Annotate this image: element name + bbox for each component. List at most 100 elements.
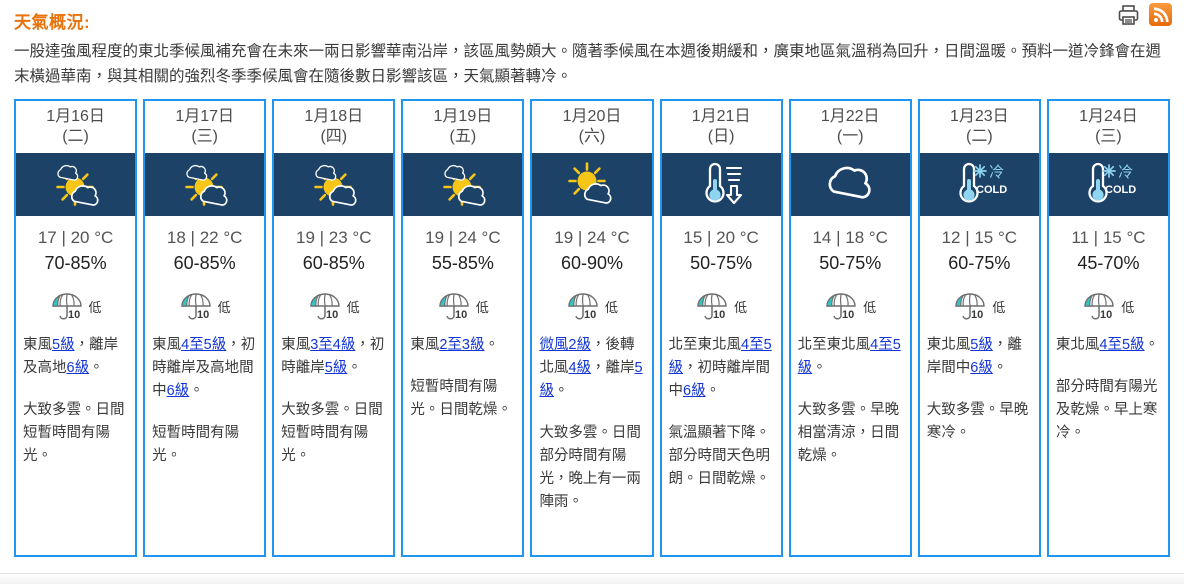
- wind-force-link[interactable]: 5級: [324, 360, 348, 376]
- rain-probability-label: 低: [734, 299, 748, 315]
- day-forecast-card: 1月21日 (日) 15 | 20 °C 50-75% 10 低北至東北風4至5級，初時離…: [659, 99, 783, 557]
- wind-text: 。: [189, 383, 204, 399]
- sky-description: 大致多雲。早晚相當清涼，日間乾燥。: [797, 402, 900, 464]
- umbrella-icon: 10: [308, 290, 342, 322]
- sun-behind-two-clouds-icon: [174, 157, 236, 213]
- temperature-range: 18 | 22 °C: [166, 228, 243, 247]
- rain-probability-label: 低: [88, 299, 102, 315]
- wind-force-link[interactable]: 6級: [683, 383, 706, 399]
- rain-probability-row: 10 低: [662, 274, 781, 324]
- rain-probability-row: 10 低: [791, 274, 910, 324]
- card-day-of-week: (二): [965, 128, 993, 145]
- umbrella-icon: 10: [953, 290, 987, 322]
- rain-probability-label: 低: [475, 299, 489, 315]
- forecast-description: 東北風5級，離岸間中6級。 大致多雲。早晚寒冷。: [920, 324, 1039, 555]
- forecast-description: 東風3至4級，初時離岸5級。 大致多雲。日間短暫時間有陽光。: [274, 324, 393, 555]
- sky-description: 大致多雲。日間短暫時間有陽光。: [281, 402, 383, 464]
- wind-force-link[interactable]: 6級: [66, 360, 90, 376]
- card-date-value: 1月20日: [562, 108, 622, 125]
- rain-probability-label: 低: [217, 299, 231, 315]
- wind-force-link[interactable]: 4至5級: [181, 337, 227, 353]
- card-day-of-week: (日): [707, 128, 735, 145]
- wind-text: ，離岸間中: [926, 337, 1022, 376]
- nine-day-forecast-strip: 1月16日 (二) 17 | 20 °C 70-85% 10 低東風5級，離岸及高地6級。…: [0, 89, 1184, 557]
- card-date: 1月16日 (二): [16, 101, 135, 153]
- wind-force-link[interactable]: 4至5級: [668, 337, 772, 376]
- sky-description: 大致多雲。日間部分時間有陽光，晚上有一兩陣雨。: [539, 425, 641, 510]
- bottom-divider: [0, 573, 1184, 584]
- tool-icon-group: [1117, 3, 1172, 26]
- card-date: 1月18日 (四): [274, 101, 393, 153]
- day-forecast-card: 1月22日 (一) 14 | 18 °C 50-75% 10 低北至東北風4至5級。 大致多…: [788, 99, 912, 557]
- wind-text: 東北風: [926, 337, 971, 353]
- wind-force-link[interactable]: 5級: [52, 337, 75, 353]
- thermometer-cold-icon: 冷 COLD: [948, 157, 1010, 213]
- sun-behind-two-clouds-icon: [432, 157, 494, 213]
- sun-behind-two-clouds-icon: [45, 157, 107, 213]
- wind-text: ，初時離岸間中: [668, 360, 771, 399]
- wind-force-link[interactable]: 6級: [970, 360, 993, 376]
- wind-text: ，初時離岸: [281, 337, 385, 376]
- card-date-value: 1月17日: [175, 108, 235, 125]
- forecast-description: 東風2至3級。 短暫時間有陽光。日間乾燥。: [403, 324, 522, 555]
- temperature-range: 19 | 24 °C: [425, 228, 501, 247]
- svg-text:10: 10: [713, 309, 725, 321]
- weather-icon-band: [532, 153, 652, 216]
- wind-text: 北至東北風: [668, 337, 742, 353]
- svg-text:冷: 冷: [1118, 163, 1133, 181]
- umbrella-icon: 10: [566, 290, 600, 322]
- printer-icon[interactable]: [1117, 4, 1140, 26]
- wind-force-link[interactable]: 5級: [539, 360, 643, 399]
- wind-text: 東風: [410, 337, 440, 353]
- wind-force-link[interactable]: 4至5級: [1099, 337, 1145, 353]
- wind-text: 東北風: [1055, 337, 1100, 353]
- card-date-value: 1月18日: [304, 108, 364, 125]
- wind-text: ，離岸: [591, 360, 635, 376]
- card-date-value: 1月16日: [46, 108, 105, 125]
- humidity-range: 70-85%: [44, 253, 107, 273]
- forecast-description: 北至東北風4至5級，初時離岸間中6級。 氣溫顯著下降。部分時間天色明朗。日間乾燥。: [662, 324, 781, 555]
- sun-behind-two-clouds-icon: [303, 157, 365, 213]
- wind-text: 。: [1144, 337, 1160, 353]
- humidity-range: 60-75%: [948, 253, 1011, 273]
- svg-text:10: 10: [197, 309, 209, 321]
- rain-probability-label: 低: [604, 299, 618, 315]
- day-forecast-card: 1月23日 (二) 冷 COLD 12 | 15 °C 60-75% 10 低東北風5級，離岸…: [917, 99, 1041, 557]
- humidity-range: 45-70%: [1077, 253, 1140, 273]
- wind-force-link[interactable]: 6級: [166, 383, 190, 399]
- day-forecast-card: 1月18日 (四) 19 | 23 °C 60-85% 10 低東風3至4級，初時離岸5級…: [272, 99, 396, 557]
- temperature-range: 17 | 20 °C: [37, 228, 114, 247]
- weather-icon-band: [661, 153, 781, 216]
- rain-probability-label: 低: [992, 299, 1006, 315]
- weather-icon-band: [403, 153, 523, 216]
- wind-description: 北至東北風4至5級。: [798, 334, 903, 380]
- wind-force-link[interactable]: 4至5級: [797, 337, 901, 376]
- card-day-of-week: (一): [836, 128, 864, 145]
- svg-text:10: 10: [68, 309, 80, 321]
- wind-force-link[interactable]: 5級: [970, 337, 993, 353]
- wind-text: ，後轉北風: [539, 337, 635, 376]
- day-forecast-card: 1月24日 (三) 冷 COLD 11 | 15 °C 45-70% 10 低東北風4至5級。…: [1046, 99, 1170, 557]
- temperature-range: 14 | 18 °C: [812, 228, 888, 247]
- card-day-of-week: (二): [62, 128, 89, 145]
- sky-description: 部分時間有陽光及乾燥。早上寒冷。: [1055, 379, 1158, 441]
- wind-force-link[interactable]: 4級: [568, 360, 592, 376]
- temperature-range: 11 | 15 °C: [1071, 228, 1146, 247]
- card-date-value: 1月23日: [949, 108, 1009, 125]
- rss-feed-icon[interactable]: [1149, 3, 1172, 26]
- wind-force-link[interactable]: 2至3級: [439, 337, 485, 353]
- umbrella-icon: 10: [437, 290, 471, 322]
- wind-force-link[interactable]: 微風2級: [539, 337, 592, 353]
- temperature-range: 15 | 20 °C: [683, 228, 759, 247]
- card-date: 1月22日 (一): [791, 101, 910, 153]
- rain-probability-row: 10 低: [532, 274, 651, 324]
- wind-text: 北至東北風: [797, 337, 871, 353]
- umbrella-icon: 10: [824, 290, 858, 322]
- card-date-value: 1月21日: [691, 108, 751, 125]
- wind-text: 東風: [23, 337, 52, 353]
- card-date: 1月17日 (三): [145, 101, 264, 153]
- card-day-of-week: (三): [1095, 128, 1122, 145]
- wind-force-link[interactable]: 3至4級: [310, 337, 356, 353]
- wind-text: 東風: [281, 337, 311, 353]
- page-header: 天氣概況: 一股達強風程度的東北季候風補充會在未來一兩日影響華南沿岸，該區風勢頗…: [0, 0, 1184, 89]
